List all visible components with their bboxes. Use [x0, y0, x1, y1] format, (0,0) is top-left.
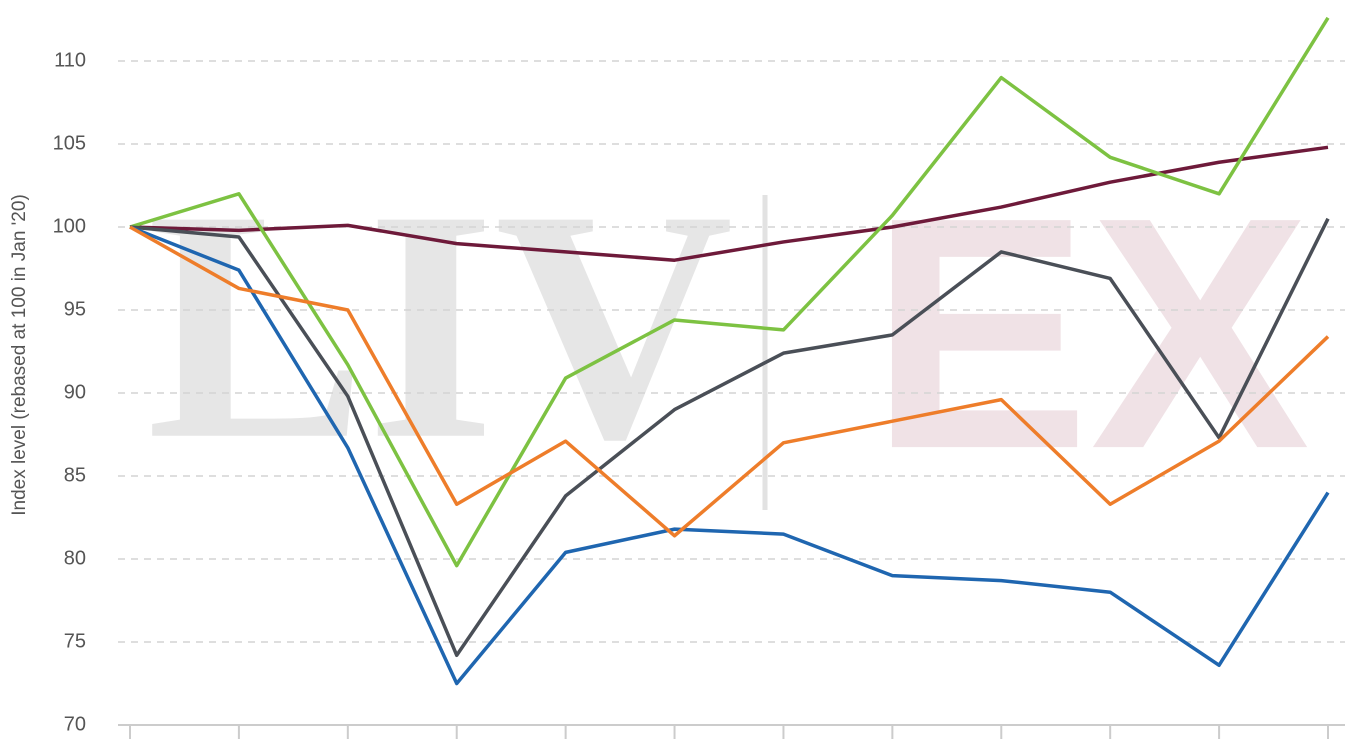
series-line — [129, 225, 1330, 538]
watermark: EX — [870, 148, 1312, 517]
y-tick-label: 105 — [53, 132, 86, 154]
series-line — [129, 16, 1330, 568]
y-axis-label: Index level (rebased at 100 in Jan '20) — [9, 194, 30, 516]
y-tick-label: 110 — [54, 49, 86, 71]
y-tick-label: 85 — [64, 464, 86, 486]
y-tick-label: 90 — [64, 381, 86, 403]
y-tick-label: 80 — [64, 547, 86, 569]
watermark: LIV — [147, 143, 734, 508]
y-tick-label: 100 — [53, 215, 86, 237]
series-line — [129, 145, 1329, 262]
y-tick-label: 75 — [64, 630, 86, 652]
series-line — [129, 225, 1330, 686]
y-tick-label: 70 — [64, 713, 86, 735]
series-line — [129, 217, 1330, 658]
y-tick-label: 95 — [64, 298, 86, 320]
